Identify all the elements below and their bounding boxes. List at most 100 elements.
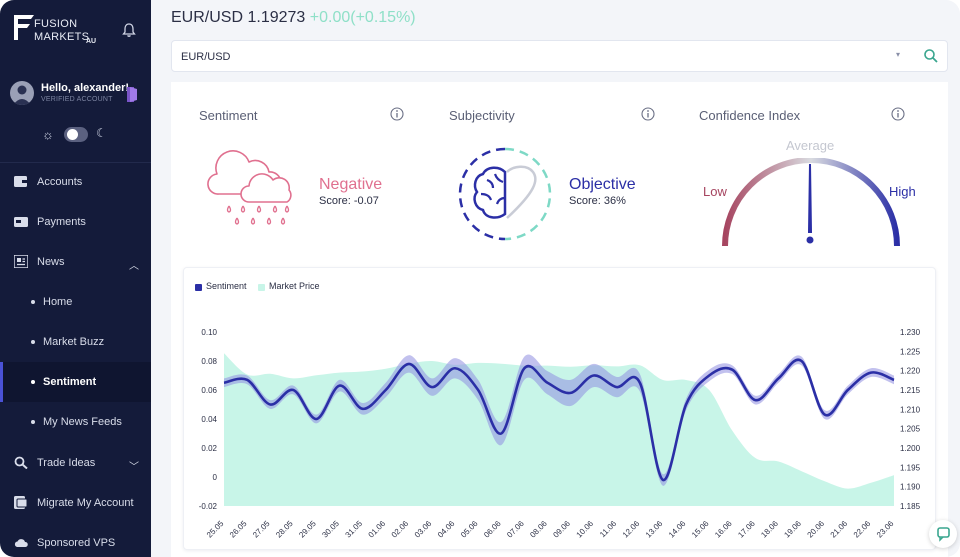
gauge-average-label: Average <box>786 138 835 153</box>
sidebar-item-label: Migrate My Account <box>37 497 134 509</box>
sidebar: FUSION MARKETS AU Hello, alexander! VERI… <box>0 0 151 557</box>
sidebar-subitem-sentiment[interactable]: Sentiment <box>0 362 151 402</box>
rain-cloud-icon <box>207 150 292 225</box>
sidebar-item-news[interactable]: News ︿ <box>0 242 151 282</box>
y-left-tick-label: 0 <box>213 473 218 482</box>
legend-label-market-price[interactable]: Market Price <box>269 281 320 291</box>
sidebar-item-label: Accounts <box>37 176 83 188</box>
chart-plot: 0.10 0.08 0.06 0.04 0.02 0 -0.02 1.230 1.225 1.22… <box>199 328 921 540</box>
sidebar-subitem-label: Sentiment <box>43 376 97 388</box>
x-tick-label: 29.05 <box>297 519 318 540</box>
bullet-icon <box>31 380 35 384</box>
sidebar-item-accounts[interactable]: Accounts <box>0 162 151 202</box>
y-right-tick-label: 1.195 <box>900 463 921 472</box>
sidebar-subitem-label: Market Buzz <box>43 336 105 348</box>
wallet-icon <box>14 176 28 187</box>
x-tick-label: 31.05 <box>344 519 365 540</box>
cloud-icon <box>14 539 28 547</box>
y-left-tick-label: -0.02 <box>199 502 218 511</box>
sidebar-item-label: Sponsored VPS <box>37 537 116 549</box>
sentiment-chart: Sentiment Market Price 0.10 0.08 0.06 0.04 0… <box>183 267 936 550</box>
y-left-tick-label: 0.06 <box>201 386 217 395</box>
search-icon[interactable] <box>923 48 939 64</box>
pair-symbol: EUR/USD <box>171 9 244 26</box>
x-tick-label: 06.06 <box>482 519 503 540</box>
subjectivity-label: Objective <box>569 176 636 193</box>
theme-switch: ☼ ☾ <box>42 126 112 144</box>
x-tick-label: 20.06 <box>806 519 827 540</box>
sidebar-subitem-label: Home <box>43 296 73 308</box>
sidebar-item-label: News <box>37 256 65 268</box>
x-tick-label: 26.05 <box>228 519 249 540</box>
x-tick-label: 17.06 <box>736 519 757 540</box>
sentiment-card-title: Sentiment <box>199 108 258 123</box>
subjectivity-score: Score: 36% <box>569 195 626 207</box>
bullet-icon <box>31 420 35 424</box>
x-tick-label: 23.06 <box>875 519 896 540</box>
sidebar-subitem-my-news-feeds[interactable]: My News Feeds <box>0 402 151 442</box>
info-icon[interactable] <box>641 107 655 121</box>
brand-line1: FUSION <box>34 18 78 30</box>
search-value: EUR/USD <box>181 51 231 63</box>
x-tick-label: 03.06 <box>413 519 434 540</box>
avatar-person-icon <box>13 85 31 105</box>
x-tick-label: 27.05 <box>251 519 272 540</box>
x-tick-label: 08.06 <box>528 519 549 540</box>
search-icon <box>14 456 28 469</box>
x-tick-label: 01.06 <box>367 519 388 540</box>
brand-line2: MARKETS <box>34 31 90 43</box>
x-tick-label: 28.05 <box>274 519 295 540</box>
pair-price: 1.19273 <box>247 9 306 26</box>
pair-search-select[interactable]: EUR/USD ▾ <box>171 40 948 72</box>
x-tick-label: 13.06 <box>644 519 665 540</box>
y-right-tick-label: 1.230 <box>900 328 921 337</box>
x-tick-label: 09.06 <box>551 519 572 540</box>
info-icon[interactable] <box>891 107 905 121</box>
sidebar-subitem-home[interactable]: Home <box>0 282 151 322</box>
x-tick-label: 11.06 <box>598 519 618 539</box>
market-price-area <box>224 353 894 506</box>
x-tick-label: 21.06 <box>829 519 850 540</box>
sun-icon: ☼ <box>42 127 54 142</box>
bell-icon[interactable] <box>121 22 137 38</box>
sidebar-item-trade-ideas[interactable]: Trade Ideas ﹀ <box>0 443 151 483</box>
logout-icon[interactable] <box>126 86 138 103</box>
x-tick-label: 16.06 <box>713 519 734 540</box>
y-left-tick-label: 0.10 <box>201 328 217 337</box>
sidebar-item-migrate[interactable]: Migrate My Account <box>0 483 151 523</box>
x-tick-label: 05.06 <box>459 519 480 540</box>
legend-swatch-market-price <box>258 284 265 291</box>
bullet-icon <box>31 300 35 304</box>
verified-status: VERIFIED ACCOUNT <box>41 96 113 103</box>
user-profile: Hello, alexander! VERIFIED ACCOUNT <box>0 72 151 118</box>
sidebar-divider <box>0 162 151 163</box>
dropdown-caret-icon[interactable]: ▾ <box>896 50 901 59</box>
brand-region: AU <box>86 38 97 45</box>
x-tick-label: 12.06 <box>621 519 642 540</box>
legend-label-sentiment[interactable]: Sentiment <box>206 281 247 291</box>
avatar[interactable] <box>10 81 34 105</box>
sidebar-subitem-market-buzz[interactable]: Market Buzz <box>0 322 151 362</box>
y-left-tick-label: 0.08 <box>201 357 217 366</box>
chat-icon <box>937 527 950 542</box>
sidebar-item-payments[interactable]: Payments <box>0 202 151 242</box>
y-right-tick-label: 1.210 <box>900 405 921 414</box>
y-right-tick-label: 1.185 <box>900 502 921 511</box>
y-right-tick-label: 1.220 <box>900 367 921 376</box>
sidebar-item-sponsored-vps[interactable]: Sponsored VPS <box>0 523 151 557</box>
sidebar-subitem-label: My News Feeds <box>43 416 122 428</box>
y-right-tick-label: 1.205 <box>900 425 921 434</box>
x-tick-label: 02.06 <box>390 519 411 540</box>
chat-button[interactable] <box>929 520 957 548</box>
chevron-down-icon: ﹀ <box>129 462 139 473</box>
gauge-high-label: High <box>889 184 916 199</box>
x-tick-label: 19.06 <box>782 519 803 540</box>
info-icon[interactable] <box>390 107 404 121</box>
brand-logo[interactable]: FUSION MARKETS AU <box>12 12 132 52</box>
page-title: EUR/USD 1.19273 +0.00(+0.15%) <box>171 9 416 27</box>
sidebar-item-label: Trade Ideas <box>37 457 96 469</box>
gauge-low-label: Low <box>703 184 727 199</box>
sentiment-label: Negative <box>319 176 383 193</box>
theme-toggle[interactable] <box>64 127 88 142</box>
